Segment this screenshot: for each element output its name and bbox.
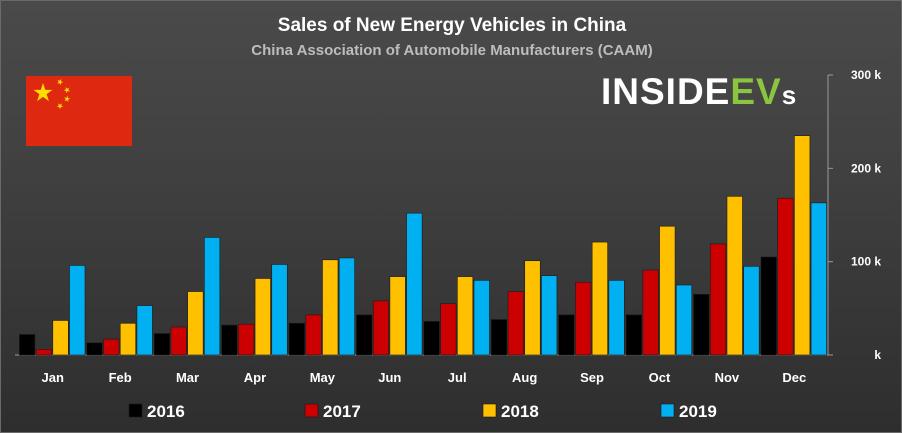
- flag-small-star: [56, 103, 64, 110]
- y-tick-label: 300 k: [851, 68, 881, 82]
- bar-2017-feb: [103, 338, 120, 356]
- bar-2018-nov: [726, 196, 743, 356]
- x-tick-label: Sep: [580, 370, 604, 385]
- legend-label-2019: 2019: [679, 402, 717, 421]
- bar-2016-sep: [558, 314, 575, 356]
- bar-2016-jul: [423, 321, 440, 356]
- china-flag: [26, 76, 132, 146]
- bar-2018-feb: [119, 322, 137, 356]
- bar-2017-sep: [575, 281, 592, 356]
- bar-2016-jun: [356, 314, 373, 356]
- flag-small-star: [57, 78, 64, 86]
- chart-subtitle: China Association of Automobile Manufact…: [251, 42, 652, 59]
- bar-2016-dec: [760, 256, 777, 356]
- bar-2017-oct: [642, 269, 659, 356]
- y-tick-label: 200 k: [851, 161, 881, 175]
- x-tick-label: May: [310, 370, 336, 385]
- bar-2019-jun: [406, 212, 423, 356]
- bar-2016-oct: [625, 314, 642, 356]
- logo-inside-text: INSIDE: [601, 71, 730, 112]
- bar-2019-mar: [204, 237, 221, 356]
- bar-2019-jul: [473, 280, 490, 356]
- x-tick-label: Jul: [448, 370, 467, 385]
- flag-small-star: [63, 87, 70, 94]
- bar-2018-oct: [659, 225, 676, 356]
- x-tick-label: Dec: [782, 370, 806, 385]
- x-tick-label: Jun: [378, 370, 401, 385]
- x-tick-label: Nov: [715, 370, 740, 385]
- bar-2018-jan: [52, 320, 69, 356]
- legend-label-2018: 2018: [501, 402, 539, 421]
- bar-2016-apr: [221, 324, 238, 356]
- y-tick-label: k: [874, 348, 881, 362]
- bar-2017-nov: [709, 243, 727, 356]
- insideevs-logo: INSIDEEVs: [601, 71, 797, 112]
- chart-title: Sales of New Energy Vehicles in China: [278, 15, 627, 36]
- bar-2019-aug: [541, 275, 558, 356]
- x-tick-label: Aug: [512, 370, 537, 385]
- bar-2016-mar: [153, 333, 171, 356]
- bar-2017-jun: [372, 300, 389, 356]
- bars: [19, 135, 827, 356]
- bar-2018-jul: [457, 276, 474, 356]
- x-axis-labels: Jan Feb Mar Apr May Jun Jul Aug Sep Oct Nov Dec: [42, 370, 807, 385]
- flag-small-star: [64, 95, 71, 102]
- bar-2017-apr: [238, 323, 255, 356]
- bar-2019-dec: [810, 202, 827, 356]
- bar-2019-sep: [608, 280, 625, 356]
- legend-swatch-2016: [128, 403, 143, 418]
- legend-label-2016: 2016: [147, 402, 185, 421]
- bar-2016-feb: [86, 342, 103, 356]
- bar-2017-mar: [170, 326, 187, 356]
- bar-2019-jan: [69, 265, 86, 356]
- legend-swatch-2018: [482, 403, 497, 418]
- logo-s-text: s: [782, 80, 797, 110]
- bar-2016-aug: [491, 319, 508, 356]
- bar-2018-aug: [524, 260, 541, 356]
- bar-2018-apr: [254, 278, 271, 356]
- bar-2018-sep: [591, 241, 608, 356]
- x-tick-label: Apr: [244, 370, 266, 385]
- y-tick-label: 100 k: [851, 255, 881, 269]
- bar-2018-dec: [794, 135, 811, 356]
- bar-2019-oct: [675, 284, 693, 356]
- bar-2017-may: [305, 314, 322, 356]
- bar-2017-aug: [507, 291, 524, 356]
- x-tick-label: Feb: [109, 370, 132, 385]
- x-tick-label: Mar: [176, 370, 199, 385]
- bar-2019-may: [338, 257, 355, 356]
- bar-2018-may: [322, 259, 339, 356]
- x-tick-label: Jan: [42, 370, 64, 385]
- legend-label-2017: 2017: [323, 402, 361, 421]
- bar-2016-jan: [19, 334, 36, 356]
- x-tick-label: Oct: [649, 370, 671, 385]
- legend-swatch-2017: [304, 403, 319, 418]
- flag-stars: [33, 78, 71, 110]
- bar-2017-jul: [440, 303, 457, 356]
- logo-ev-text: EV: [730, 71, 781, 112]
- bar-2017-dec: [777, 197, 794, 356]
- legend-swatch-2019: [660, 403, 675, 418]
- bar-2019-nov: [743, 266, 760, 356]
- bar-2016-may: [288, 322, 305, 356]
- svg-text:INSIDEEVs: INSIDEEVs: [601, 71, 797, 112]
- flag-big-star: [33, 83, 53, 102]
- bar-2019-apr: [271, 264, 288, 356]
- bar-2018-mar: [187, 291, 204, 356]
- bar-2016-nov: [693, 294, 710, 356]
- legend: 2016 2017 2018 2019: [128, 402, 717, 421]
- bar-2018-jun: [389, 276, 406, 356]
- bar-2019-feb: [136, 305, 153, 356]
- bar-2017-jan: [35, 349, 52, 356]
